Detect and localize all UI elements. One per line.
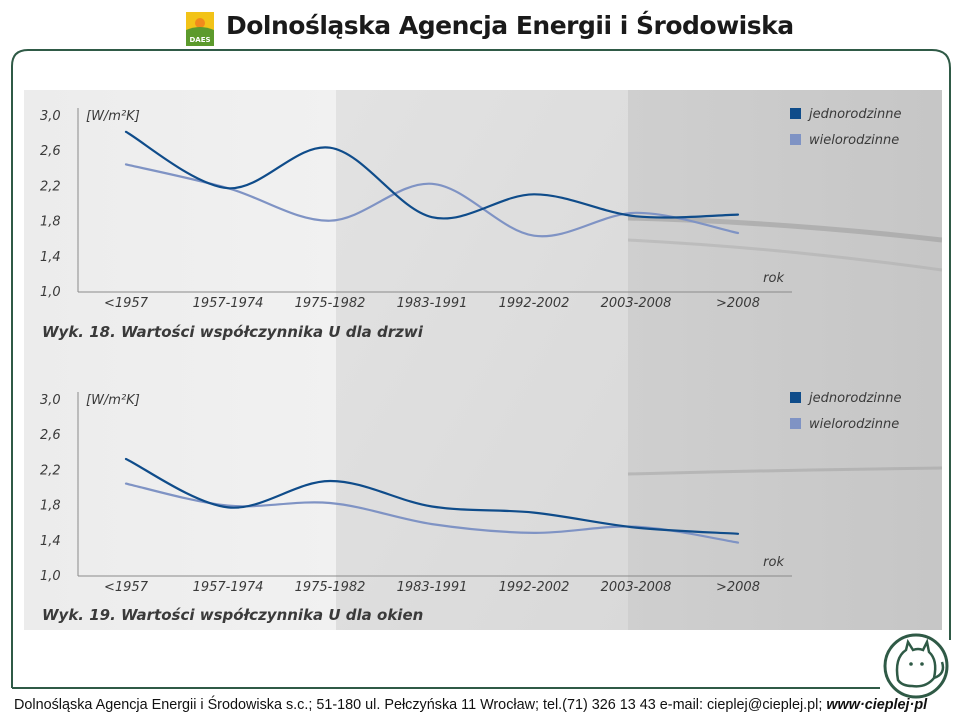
chart-okna: 3,0 2,6 2,2 1,8 1,4 1,0 [W/m²K] rok <1957 1957-19… — [40, 391, 902, 595]
x-tick-label: >2008 — [716, 580, 760, 595]
y-tick-label: 2,6 — [40, 428, 61, 443]
x-tick-label: <1957 — [104, 580, 149, 595]
legend-label-wielorodzinne: wielorodzinne — [809, 417, 899, 432]
chart-caption-okna: Wyk. 19. Wartości współczynnika U dla ok… — [42, 606, 424, 624]
y-tick-label: 1,0 — [40, 285, 61, 300]
y-unit-label: [W/m²K] — [86, 393, 140, 408]
series-line-wielorodzinne — [124, 482, 740, 544]
series-line-jednorodzinne — [124, 130, 740, 220]
x-tick-label: 1983-1991 — [397, 296, 468, 311]
footer-website-link[interactable]: www·cieplej·pl — [826, 697, 928, 713]
daes-logo: DAES — [186, 12, 214, 46]
legend-swatch-jednorodzinne — [790, 392, 801, 403]
chart-background — [24, 90, 942, 630]
x-tick-label: 1983-1991 — [397, 580, 468, 595]
y-unit-label: [W/m²K] — [86, 109, 140, 124]
page-title: Dolnośląska Agencja Energii i Środowiska — [226, 11, 794, 40]
x-axis-label: rok — [763, 271, 784, 286]
x-tick-label: 1992-2002 — [499, 580, 570, 595]
x-tick-label: >2008 — [716, 296, 760, 311]
daes-logo-text: DAES — [189, 36, 210, 44]
footer-address: Dolnośląska Agencja Energii i Środowiska… — [14, 697, 823, 713]
x-tick-label: 2003-2008 — [601, 580, 672, 595]
y-tick-label: 1,8 — [40, 215, 61, 230]
legend-label-jednorodzinne: jednorodzinne — [807, 391, 902, 406]
x-tick-label: 1957-1974 — [193, 296, 264, 311]
chart-caption-drzwi: Wyk. 18. Wartości współczynnika U dla dr… — [42, 323, 423, 341]
x-tick-label: 2003-2008 — [601, 296, 672, 311]
y-tick-label: 1,4 — [40, 534, 61, 549]
series-line-jednorodzinne — [124, 457, 740, 535]
y-tick-label: 1,4 — [40, 250, 61, 265]
y-tick-label: 3,0 — [40, 393, 61, 408]
y-tick-label: 2,2 — [40, 179, 61, 194]
legend-swatch-wielorodzinne — [790, 134, 801, 145]
footer: Dolnośląska Agencja Energii i Środowiska… — [14, 697, 927, 713]
series-line-wielorodzinne — [124, 163, 740, 238]
y-tick-label: 2,6 — [40, 144, 61, 159]
y-tick-label: 2,2 — [40, 463, 61, 478]
x-axis-label: rok — [763, 555, 784, 570]
x-tick-label: 1975-1982 — [295, 580, 366, 595]
x-tick-label: 1975-1982 — [295, 296, 366, 311]
cieplej-cat-logo — [883, 633, 949, 699]
y-tick-label: 3,0 — [40, 109, 61, 124]
x-tick-label: 1992-2002 — [499, 296, 570, 311]
chart-drzwi: 3,0 2,6 2,2 1,8 1,4 1,0 [W/m²K] rok <1957 1957-19… — [40, 107, 902, 311]
legend-label-jednorodzinne: jednorodzinne — [807, 107, 902, 122]
x-tick-label: <1957 — [104, 296, 149, 311]
header: DAES Dolnośląska Agencja Energii i Środo… — [0, 0, 960, 50]
x-tick-label: 1957-1974 — [193, 580, 264, 595]
legend-swatch-jednorodzinne — [790, 108, 801, 119]
y-tick-label: 1,0 — [40, 569, 61, 584]
legend-label-wielorodzinne: wielorodzinne — [809, 133, 899, 148]
legend-swatch-wielorodzinne — [790, 418, 801, 429]
y-tick-label: 1,8 — [40, 499, 61, 514]
